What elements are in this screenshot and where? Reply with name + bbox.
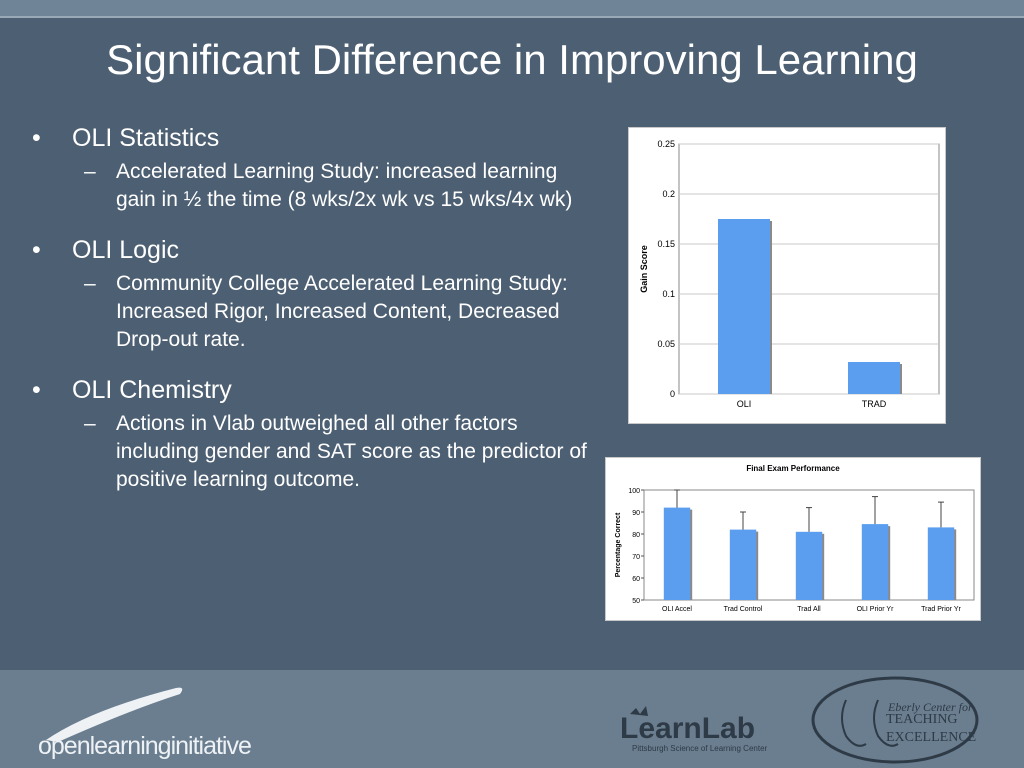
bar [861, 524, 889, 600]
x-tick-label: Trad All [797, 606, 821, 613]
eberly-profile-right-icon [873, 699, 899, 747]
top-bar [0, 0, 1024, 16]
eberly-line3: EXCELLENCE [886, 730, 977, 745]
bar [927, 527, 955, 600]
gain-score-chart-svg: 0 0.05 0.1 0.15 0.2 0.25 OLI TRAD Gain Score [639, 139, 940, 409]
bar [718, 219, 770, 394]
y-tick-label: 0.15 [657, 239, 675, 249]
bar [663, 507, 691, 600]
bullet-label: OLI Logic [72, 236, 180, 264]
bullet-label: OLI Statistics [72, 124, 220, 152]
eberly-oval-icon [811, 676, 979, 764]
final-exam-chart: 50 60 70 80 90 100 OLI Accel Trad Control Trad A… [605, 457, 981, 621]
learnlab-mark-icon [630, 706, 648, 716]
sub-bullet-oli-logic: – Community College Accelerated Learning… [84, 270, 592, 354]
x-tick-label: Trad Prior Yr [921, 606, 961, 613]
y-axis-label: Percentage Correct [615, 512, 622, 577]
oli-swoosh-icon [46, 687, 183, 742]
chart-title: Final Exam Performance [746, 464, 840, 473]
dash-glyph: – [84, 412, 96, 435]
learnlab-subtitle: Pittsburgh Science of Learning Center [632, 744, 768, 753]
x-tick-label: OLI Accel [662, 606, 692, 613]
gain-score-chart: 0 0.05 0.1 0.15 0.2 0.25 OLI TRAD Gain Score [628, 127, 946, 424]
bar [795, 531, 823, 600]
x-tick-label: OLI [737, 399, 752, 409]
y-tick-label: 0.1 [662, 289, 675, 299]
bar [848, 362, 900, 394]
y-tick-label: 60 [632, 576, 640, 583]
bullet-label: OLI Chemistry [72, 376, 232, 404]
bullet-oli-logic: • OLI Logic [32, 234, 592, 266]
sub-bullet-text: Accelerated Learning Study: increased le… [116, 160, 573, 211]
sub-bullet-text: Actions in Vlab outweighed all other fac… [116, 412, 587, 491]
y-tick-label: 50 [632, 598, 640, 605]
sub-bullet-text: Community College Accelerated Learning S… [116, 272, 568, 351]
y-tick-label: 100 [628, 488, 640, 495]
y-tick-label: 90 [632, 510, 640, 517]
y-tick-label: 0 [670, 389, 675, 399]
top-divider [0, 16, 1024, 18]
dash-glyph: – [84, 272, 96, 295]
bar [729, 529, 757, 600]
bullet-glyph: • [32, 236, 41, 264]
y-tick-label: 0.05 [657, 339, 675, 349]
footer-graphics [46, 676, 979, 764]
slide-title: Significant Difference in Improving Lear… [106, 36, 918, 83]
x-tick-label: Trad Control [724, 606, 763, 613]
x-tick-label: TRAD [862, 399, 887, 409]
bullet-oli-statistics: • OLI Statistics [32, 122, 592, 154]
sub-bullet-oli-chemistry: – Actions in Vlab outweighed all other f… [84, 410, 592, 494]
final-exam-chart-svg: 50 60 70 80 90 100 OLI Accel Trad Control Trad A… [615, 464, 975, 613]
bullet-oli-chemistry: • OLI Chemistry [32, 374, 592, 406]
eberly-profile-left-icon [841, 699, 867, 747]
sub-bullet-oli-statistics: – Accelerated Learning Study: increased … [84, 158, 592, 214]
y-tick-label: 0.25 [657, 139, 675, 149]
dash-glyph: – [84, 160, 96, 183]
oli-logo-text: openlearninginitiative [38, 732, 252, 760]
x-tick-label: OLI Prior Yr [857, 606, 894, 613]
eberly-line2: TEACHING [886, 712, 958, 727]
footer [0, 670, 1024, 768]
bullet-glyph: • [32, 376, 41, 404]
y-tick-label: 0.2 [662, 189, 675, 199]
y-axis-label: Gain Score [639, 245, 649, 293]
eberly-line1: Eberly Center for [888, 700, 973, 714]
bullet-glyph: • [32, 124, 41, 152]
y-tick-label: 70 [632, 554, 640, 561]
bullet-list: • OLI Statistics – Accelerated Learning … [32, 122, 592, 494]
learnlab-logo-text: LearnLab [620, 712, 756, 745]
y-tick-label: 80 [632, 532, 640, 539]
